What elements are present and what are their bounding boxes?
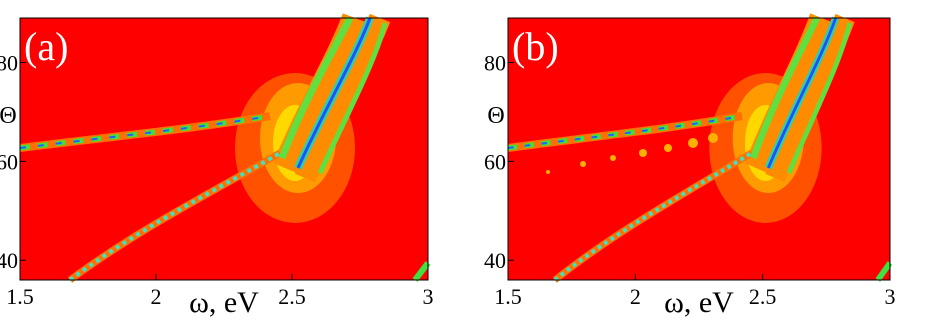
x-tick-label: 1.5 xyxy=(494,284,522,309)
x-tick-label: 2.5 xyxy=(278,284,306,309)
y-tick-label: 40 xyxy=(484,248,506,273)
x-tick-label: 2 xyxy=(151,284,162,309)
y-tick-label: 80 xyxy=(484,50,506,75)
panel-label: (b) xyxy=(512,24,559,69)
y-tick-label: 60 xyxy=(484,149,506,174)
spot xyxy=(708,133,718,143)
y-tick-label: 40 xyxy=(0,248,18,273)
x-tick-label: 3 xyxy=(885,284,896,309)
spot xyxy=(688,138,698,148)
y-tick-label: 60 xyxy=(0,149,18,174)
spot xyxy=(664,144,672,152)
spot xyxy=(610,155,616,161)
panel: 1.5 2 2.5 3 40 60 80 ω, eV Θ (a) xyxy=(0,18,434,319)
plot-frame xyxy=(507,17,891,281)
spot xyxy=(580,161,586,167)
contour-field xyxy=(508,18,890,280)
contour-field xyxy=(20,18,428,280)
x-tick-label: 2 xyxy=(630,284,641,309)
y-axis-label: Θ xyxy=(487,103,504,129)
y-tick-label: 80 xyxy=(0,50,18,75)
panel: 1.5 2 2.5 3 40 60 80 ω, eV Θ (b) xyxy=(484,18,896,319)
x-tick-label: 2.5 xyxy=(749,284,777,309)
panel-label: (a) xyxy=(24,24,68,69)
x-tick-label: 1.5 xyxy=(6,284,34,309)
x-axis-label: ω, eV xyxy=(189,286,259,319)
x-tick-label: 3 xyxy=(423,284,434,309)
panels: 1.5 2 2.5 3 40 60 80 ω, eV Θ (a) 1.5 2 2.5 3 40 60 80 ω, … xyxy=(0,18,896,319)
x-axis-label: ω, eV xyxy=(664,286,734,319)
plot-frame xyxy=(19,17,429,281)
y-axis-label: Θ xyxy=(0,103,17,129)
spot xyxy=(546,170,550,174)
spot xyxy=(639,149,647,157)
extra-branch xyxy=(546,133,718,174)
